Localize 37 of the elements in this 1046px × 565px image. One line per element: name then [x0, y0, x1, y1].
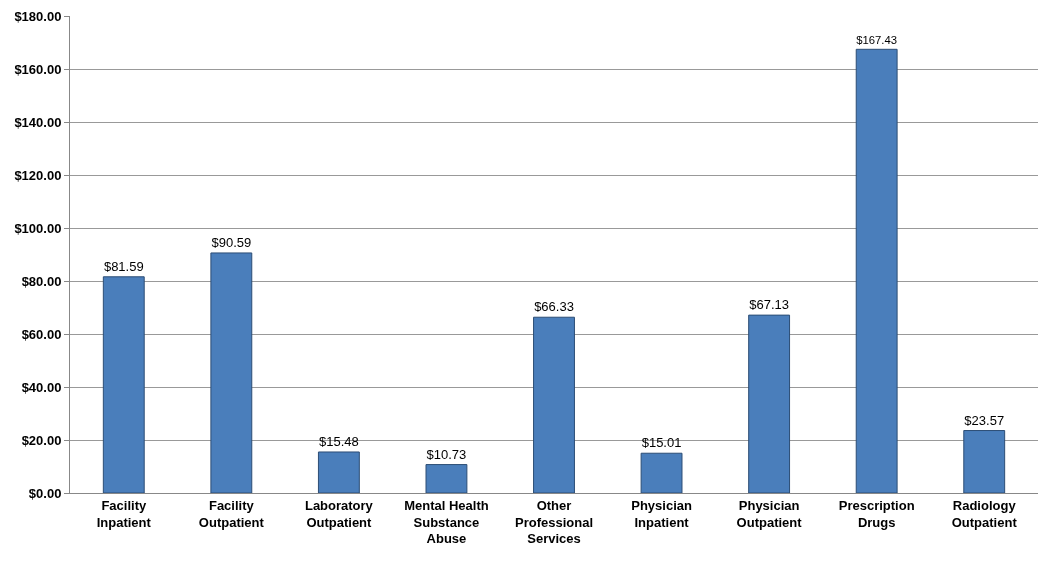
data-label: $10.73 [426, 446, 467, 462]
bar [210, 252, 253, 493]
data-label: $15.01 [641, 435, 682, 451]
bar [533, 316, 575, 493]
y-tick-label: $60.00 [21, 326, 62, 342]
x-tick-label: Laboratory Outpatient [304, 497, 374, 530]
x-tick-label: Prescription Drugs [838, 497, 915, 530]
bar [748, 314, 791, 493]
y-tick-label: $120.00 [14, 167, 62, 183]
y-tick-label: $40.00 [21, 379, 62, 395]
data-label: $66.33 [534, 299, 574, 315]
x-tick-label: Facility Outpatient [198, 497, 265, 530]
data-label: $67.13 [749, 297, 789, 313]
y-tick-label: $100.00 [14, 220, 62, 236]
data-label: $15.48 [319, 433, 359, 449]
y-tick-label: $140.00 [14, 114, 62, 130]
bar [102, 276, 145, 493]
bar [855, 48, 898, 493]
bar [963, 430, 1006, 493]
bar [425, 464, 468, 493]
data-label: $81.59 [103, 258, 144, 274]
y-tick-label: $0.00 [28, 485, 62, 501]
data-label: $167.43 [856, 33, 898, 46]
x-tick-label: Physician Inpatient [631, 497, 692, 530]
bar [640, 452, 683, 493]
bar [317, 451, 360, 493]
x-tick-label: Other Professional Services [514, 497, 594, 547]
y-tick-label: $20.00 [21, 432, 62, 448]
y-tick-label: $180.00 [14, 8, 62, 24]
y-tick-label: $160.00 [14, 61, 62, 77]
x-tick-label: Radiology Outpatient [951, 497, 1018, 530]
y-tick-label: $80.00 [21, 273, 62, 289]
x-tick-label: Mental Health Substance Abuse [404, 497, 489, 547]
data-label: $90.59 [211, 234, 252, 250]
data-label: $23.57 [964, 412, 1005, 428]
x-tick-label: Facility Inpatient [96, 497, 152, 530]
x-tick-label: Physician Outpatient [736, 497, 803, 530]
